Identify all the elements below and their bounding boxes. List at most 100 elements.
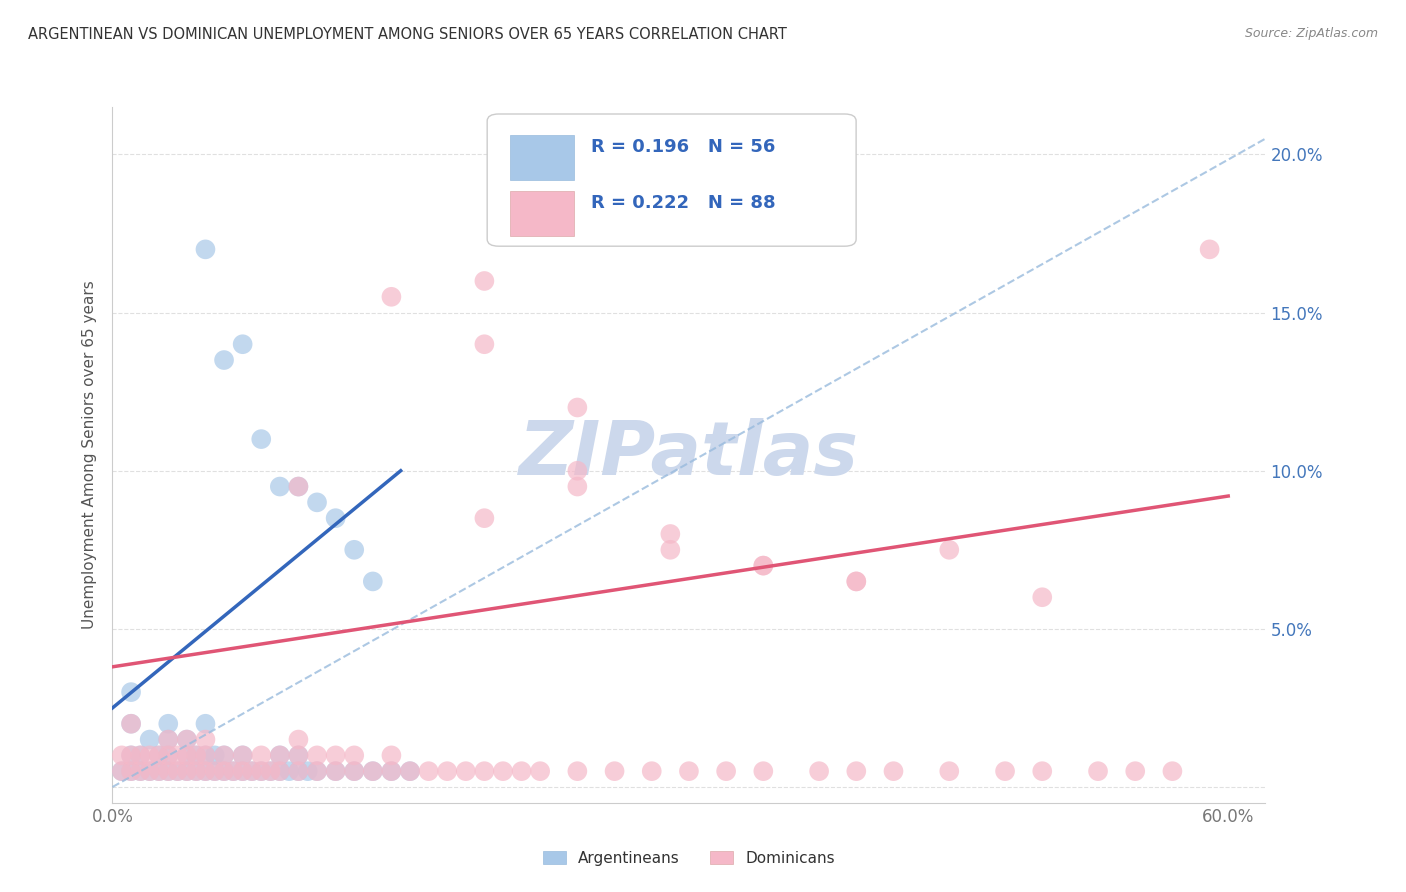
Point [240, 764, 263, 779]
Point [1123, 764, 1146, 779]
Point [176, 764, 198, 779]
Point [343, 542, 366, 557]
Point [120, 685, 142, 699]
Point [232, 337, 254, 351]
Point [250, 748, 273, 763]
Point [278, 764, 301, 779]
Point [194, 764, 217, 779]
Point [567, 479, 589, 493]
Point [752, 558, 775, 573]
Text: R = 0.222   N = 88: R = 0.222 N = 88 [591, 194, 776, 212]
Point [603, 764, 626, 779]
Point [325, 764, 347, 779]
Point [325, 748, 347, 763]
Point [259, 764, 281, 779]
Point [232, 764, 254, 779]
Point [269, 764, 291, 779]
Point [157, 732, 180, 747]
FancyBboxPatch shape [486, 114, 856, 246]
Point [567, 464, 589, 478]
Point [845, 764, 868, 779]
Point [129, 764, 152, 779]
Point [212, 748, 235, 763]
Point [418, 764, 440, 779]
Point [138, 764, 160, 779]
Point [120, 764, 142, 779]
Point [305, 495, 328, 509]
Point [1198, 243, 1220, 257]
Bar [510, 191, 574, 235]
Point [343, 764, 366, 779]
Point [157, 732, 180, 747]
Point [129, 764, 152, 779]
Point [186, 764, 208, 779]
Point [111, 764, 134, 779]
Point [454, 764, 477, 779]
Point [176, 748, 198, 763]
Point [176, 764, 198, 779]
Point [567, 764, 589, 779]
Point [194, 243, 217, 257]
Text: Source: ZipAtlas.com: Source: ZipAtlas.com [1244, 27, 1378, 40]
Point [659, 542, 682, 557]
Point [157, 764, 180, 779]
Point [232, 764, 254, 779]
Point [240, 764, 263, 779]
Point [166, 764, 188, 779]
Point [343, 764, 366, 779]
Point [641, 764, 664, 779]
Point [222, 764, 245, 779]
Point [474, 764, 496, 779]
Point [148, 748, 170, 763]
Point [250, 764, 273, 779]
Point [111, 764, 134, 779]
Point [305, 764, 328, 779]
Point [186, 748, 208, 763]
Point [361, 764, 384, 779]
Point [1031, 591, 1053, 605]
Point [148, 764, 170, 779]
Point [938, 542, 960, 557]
Point [1031, 764, 1053, 779]
Point [714, 764, 737, 779]
Point [287, 748, 309, 763]
Point [808, 764, 831, 779]
Point [259, 764, 281, 779]
Point [157, 748, 180, 763]
Point [176, 748, 198, 763]
Point [138, 748, 160, 763]
Point [845, 574, 868, 589]
Point [138, 732, 160, 747]
Point [129, 748, 152, 763]
Point [120, 748, 142, 763]
Point [474, 337, 496, 351]
Point [287, 748, 309, 763]
Point [194, 764, 217, 779]
Point [120, 716, 142, 731]
Point [194, 716, 217, 731]
Point [567, 401, 589, 415]
Point [399, 764, 422, 779]
Point [212, 764, 235, 779]
Point [138, 764, 160, 779]
Text: ARGENTINEAN VS DOMINICAN UNEMPLOYMENT AMONG SENIORS OVER 65 YEARS CORRELATION CH: ARGENTINEAN VS DOMINICAN UNEMPLOYMENT AM… [28, 27, 787, 42]
Point [250, 764, 273, 779]
Point [176, 732, 198, 747]
Point [287, 479, 309, 493]
Point [305, 748, 328, 763]
Y-axis label: Unemployment Among Seniors over 65 years: Unemployment Among Seniors over 65 years [82, 281, 97, 629]
Point [194, 732, 217, 747]
Point [204, 764, 226, 779]
Point [845, 574, 868, 589]
Point [305, 764, 328, 779]
Point [212, 748, 235, 763]
Point [250, 432, 273, 446]
Point [325, 511, 347, 525]
Point [1161, 764, 1184, 779]
Point [938, 764, 960, 779]
Point [222, 764, 245, 779]
Point [1087, 764, 1109, 779]
Point [157, 748, 180, 763]
Point [297, 764, 319, 779]
Point [194, 748, 217, 763]
